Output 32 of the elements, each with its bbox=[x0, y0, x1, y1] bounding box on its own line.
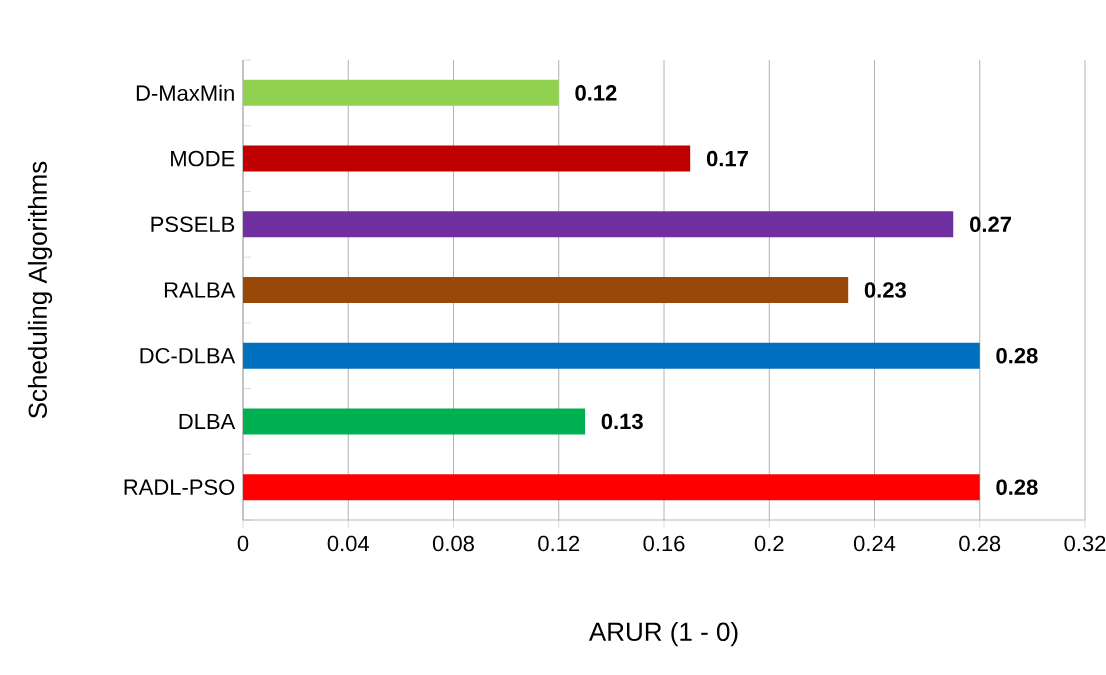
x-tick-label: 0.2 bbox=[754, 535, 784, 552]
x-tick-label: 0 bbox=[237, 535, 249, 552]
data-label: 0.12 bbox=[575, 85, 617, 101]
x-tick-label: 0.28 bbox=[959, 535, 1001, 552]
x-tick-label: 0.12 bbox=[538, 535, 580, 552]
bar bbox=[243, 79, 559, 106]
y-tick-label: D-MaxMin bbox=[136, 84, 234, 101]
data-label: 0.13 bbox=[601, 413, 643, 430]
y-tick-label: DLBA bbox=[179, 413, 236, 429]
y-tick-label: PSSELB bbox=[151, 216, 235, 233]
data-label: 0.23 bbox=[864, 282, 906, 298]
data-label: 0.27 bbox=[970, 216, 1012, 233]
x-tick-label: 0.08 bbox=[432, 535, 474, 552]
x-tick-label: 0.32 bbox=[1064, 535, 1106, 552]
x-tick-label: 0.16 bbox=[643, 535, 685, 552]
bar bbox=[243, 145, 691, 172]
y-tick-label: RADL-PSO bbox=[124, 479, 235, 495]
data-label: 0.28 bbox=[996, 479, 1038, 495]
y-tick-label: RALBA bbox=[164, 282, 236, 298]
data-label: 0.17 bbox=[706, 150, 748, 167]
bar bbox=[243, 211, 954, 238]
bar bbox=[243, 474, 980, 501]
x-axis-title: ARUR (1 - 0) bbox=[588, 621, 738, 647]
y-tick-label: MODE bbox=[171, 150, 235, 167]
x-tick-label: 0.04 bbox=[327, 535, 369, 552]
bar bbox=[243, 277, 849, 304]
bar bbox=[243, 408, 586, 435]
y-tick-label: DC-DLBA bbox=[140, 347, 236, 364]
x-tick-label: 0.24 bbox=[853, 535, 896, 552]
y-axis-title: Scheduling Algorithms bbox=[27, 161, 53, 419]
data-label: 0.28 bbox=[996, 347, 1038, 364]
bar bbox=[243, 342, 980, 369]
